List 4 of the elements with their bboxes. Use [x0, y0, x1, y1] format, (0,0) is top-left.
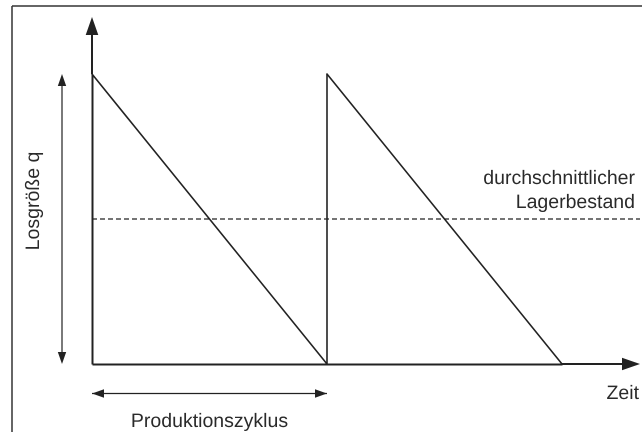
- ref-line-label: durchschnittlicher Lagerbestand: [483, 167, 636, 213]
- x-axis-title: Zeit: [606, 382, 640, 404]
- text: Produktionszyklus: [130, 410, 288, 432]
- y-axis-title: Losgröße q: [22, 152, 44, 250]
